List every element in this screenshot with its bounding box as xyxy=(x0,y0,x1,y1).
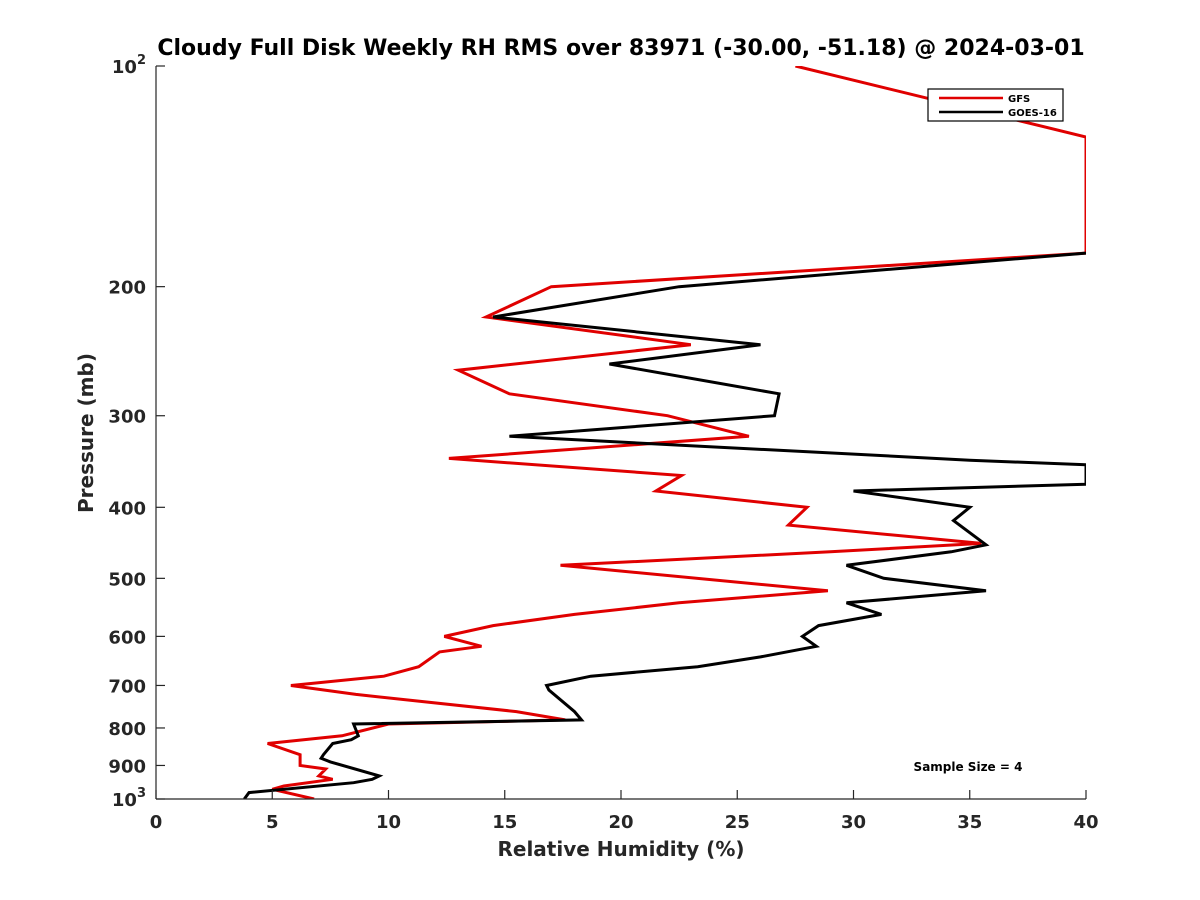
x-tick-label: 15 xyxy=(492,812,517,833)
sample-size-annotation: Sample Size = 4 xyxy=(914,760,1023,774)
series-line-goes-16 xyxy=(243,251,1086,799)
x-tick-label: 40 xyxy=(1073,812,1098,833)
legend-label: GOES-16 xyxy=(1008,108,1057,119)
x-axis-ticks: 0 5 10 15 20 25 30 35 40 xyxy=(150,790,1099,833)
y-tick-label: 200 xyxy=(108,278,146,299)
legend: GFS GOES-16 xyxy=(927,88,1064,122)
y-tick-label: 700 xyxy=(108,676,146,697)
series-layer xyxy=(243,66,1086,799)
legend-box xyxy=(927,88,1064,122)
x-tick-label: 10 xyxy=(376,812,401,833)
y-axis-label: Pressure (mb) xyxy=(74,353,98,513)
y-tick-label: 800 xyxy=(108,719,146,740)
y-tick-label: 102 xyxy=(112,53,146,78)
x-tick-label: 25 xyxy=(725,812,750,833)
legend-label: GFS xyxy=(1008,94,1030,105)
x-tick-label: 0 xyxy=(150,812,163,833)
y-tick-label: 400 xyxy=(108,498,146,519)
series-line-gfs xyxy=(267,66,1086,799)
x-tick-label: 35 xyxy=(957,812,982,833)
x-tick-label: 30 xyxy=(841,812,866,833)
y-tick-label: 500 xyxy=(108,569,146,590)
x-axis-label: Relative Humidity (%) xyxy=(497,837,744,861)
chart-title: Cloudy Full Disk Weekly RH RMS over 8397… xyxy=(157,36,1084,61)
y-tick-label: 300 xyxy=(108,407,146,428)
x-tick-label: 5 xyxy=(266,812,279,833)
y-tick-label: 900 xyxy=(108,756,146,777)
y-axis-ticks: 102 200 300 400 500 600 700 800 900 103 xyxy=(108,53,165,811)
y-tick-label: 103 xyxy=(112,786,146,811)
x-tick-label: 20 xyxy=(608,812,633,833)
y-tick-label: 600 xyxy=(108,627,146,648)
